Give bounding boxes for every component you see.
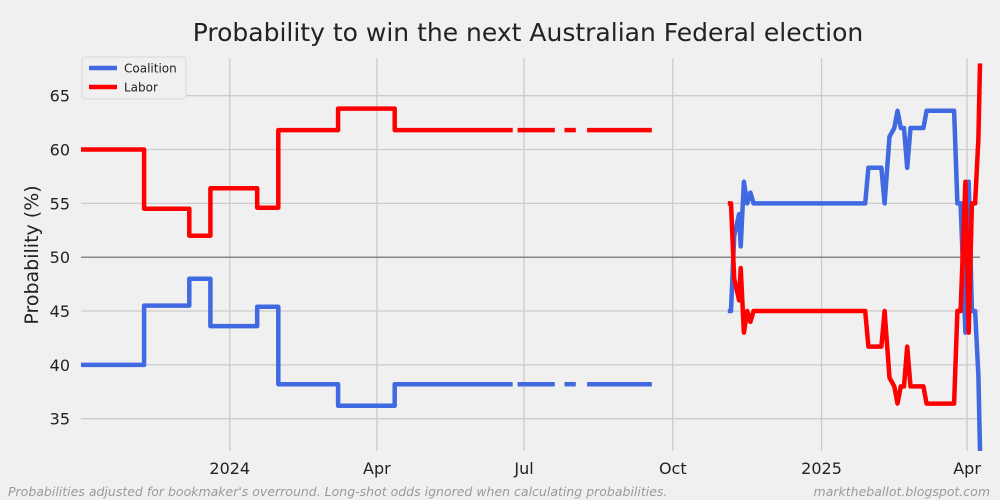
x-tick-label: Jul	[513, 459, 533, 478]
legend-label-labor: Labor	[124, 81, 158, 95]
y-axis-label: Probability (%)	[21, 185, 43, 324]
series-layer	[81, 63, 983, 452]
legend: Coalition Labor	[81, 56, 187, 100]
tick-labels: 35 40 45 50 55 60 65 2024 Apr Jul Oct 2025 Apr	[50, 87, 982, 478]
x-tick-label: 2025	[801, 459, 842, 478]
y-tick-label: 35	[50, 410, 70, 429]
series-coalition	[81, 108, 983, 452]
series-labor	[81, 63, 983, 406]
x-tick-label: Oct	[659, 459, 687, 478]
y-tick-label: 60	[50, 141, 70, 160]
footnote-left: Probabilities adjusted for bookmaker's o…	[8, 484, 667, 499]
x-tick-label: 2024	[209, 459, 250, 478]
y-tick-label: 50	[50, 248, 70, 267]
series-line-coalition	[727, 108, 983, 452]
series-line-coalition	[81, 276, 513, 409]
y-tick-label: 45	[50, 302, 70, 321]
y-tick-label: 65	[50, 87, 70, 106]
chart-title: Probability to win the next Australian F…	[193, 18, 863, 47]
x-tick-label: Apr	[953, 459, 981, 478]
x-tick-label: Apr	[363, 459, 391, 478]
y-tick-label: 40	[50, 356, 70, 375]
series-line-labor	[81, 106, 513, 238]
footnote-right: marktheballot.blogspot.com	[814, 484, 990, 499]
series-line-labor	[727, 63, 983, 406]
grid	[81, 58, 980, 451]
y-tick-label: 55	[50, 194, 70, 213]
legend-label-coalition: Coalition	[124, 62, 177, 76]
